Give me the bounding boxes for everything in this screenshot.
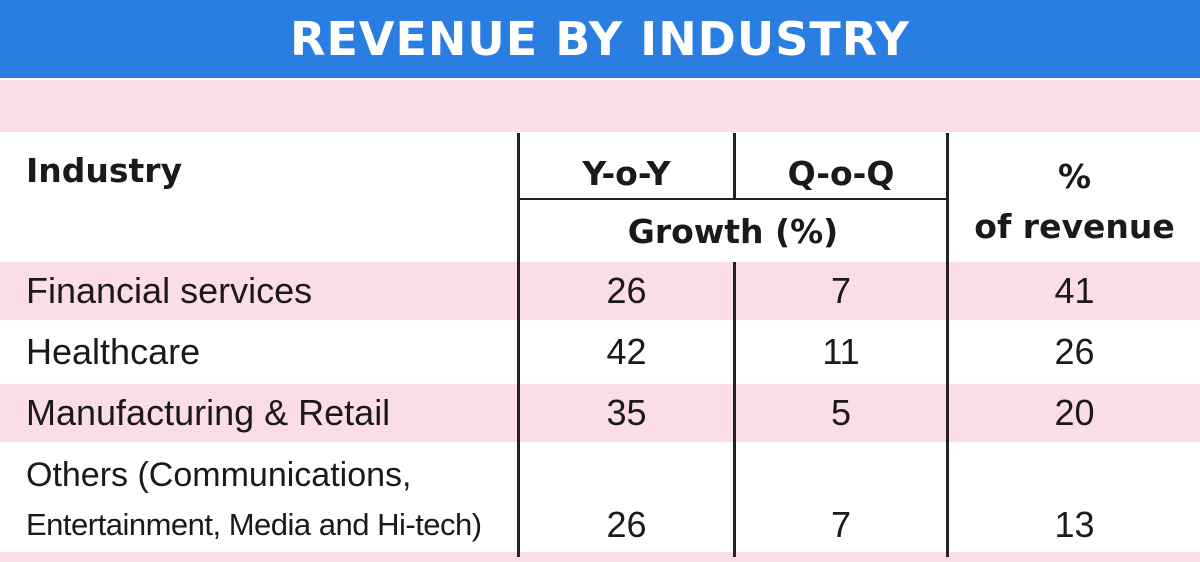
cell-industry: Financial services [26,270,313,311]
cell-share: 26 [1054,331,1095,372]
table-title: REVENUE BY INDUSTRY [290,12,910,66]
row-band-manufacturing [0,384,1200,442]
column-divider-industry [517,133,520,557]
cell-yoy: 42 [606,331,647,372]
cell-qoq: 11 [822,331,860,372]
title-bar: REVENUE BY INDUSTRY [0,0,1200,78]
cell-industry: Manufacturing & Retail [26,392,391,433]
cell-qoq: 7 [830,270,852,311]
row-band-financial [0,262,1200,320]
header-share-line1: % [1057,156,1092,196]
bottom-band [0,552,1200,562]
cell-share: 20 [1054,392,1095,433]
header-industry: Industry [26,150,183,190]
cell-share: 41 [1054,270,1095,311]
cell-industry: Healthcare [26,331,201,372]
header-yoy: Y-o-Y [582,153,671,193]
growth-underline [517,198,949,200]
cell-share: 13 [1054,504,1095,545]
cell-industry-line2: Entertainment, Media and Hi-tech) [26,507,482,542]
column-divider-yoy [733,133,736,199]
column-divider-yoy-body [733,262,736,557]
header-share-line2: of revenue [974,206,1175,246]
cell-yoy: 35 [606,392,647,433]
cell-qoq: 5 [830,392,852,433]
header-growth: Growth (%) [627,211,839,251]
cell-qoq: 7 [830,504,852,545]
header-qoq: Q-o-Q [787,153,895,193]
cell-yoy: 26 [606,504,647,545]
cell-industry-line1: Others (Communications, [26,455,412,494]
spacer-band [0,80,1200,132]
cell-yoy: 26 [606,270,647,311]
column-divider-growth [946,133,949,557]
